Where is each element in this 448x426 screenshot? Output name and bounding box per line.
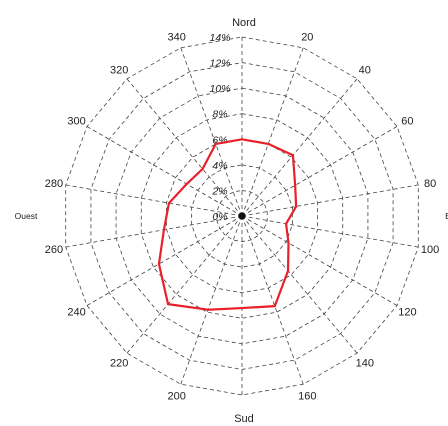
grid-ring-2 — [216, 190, 268, 242]
angle-label-220: 220 — [110, 357, 128, 369]
angle-label-120: 120 — [398, 307, 416, 319]
series-point-80 — [295, 205, 297, 208]
series-point-120 — [287, 242, 290, 244]
angle-label-260: 260 — [45, 244, 63, 256]
radial-label-0: 0% — [212, 211, 227, 223]
grid-spoke-160 — [241, 215, 304, 385]
angle-label-20: 20 — [301, 32, 313, 44]
grid-spoke-300 — [86, 126, 243, 217]
angle-label-100: 100 — [421, 244, 439, 256]
series-point-240 — [158, 263, 160, 265]
radial-label-2: 2% — [211, 185, 227, 197]
angle-label-160: 160 — [298, 390, 316, 402]
grid-spoke-80 — [241, 184, 419, 217]
grid-spokes — [65, 37, 419, 395]
grid-spoke-320 — [126, 78, 243, 217]
angle-labels: 20 40 60 80 100 120 140 160 200 220 240 260 280 300 32… — [45, 32, 440, 403]
series-point-200 — [207, 308, 209, 311]
series-point-180 — [241, 307, 243, 309]
grid-spoke-60 — [241, 126, 398, 217]
radial-label-10: 10% — [209, 83, 230, 95]
angle-label-140: 140 — [356, 357, 374, 369]
series-point-40 — [292, 154, 294, 157]
angle-label-80: 80 — [424, 178, 436, 190]
series-point-20 — [267, 143, 270, 145]
radial-labels: 0%2%4%6%8%10%12%14% — [209, 32, 230, 223]
angle-label-320: 320 — [110, 65, 128, 77]
series-point-100 — [285, 222, 287, 225]
angle-label-200: 200 — [167, 390, 185, 402]
series-point-160 — [273, 305, 276, 307]
angle-label-40: 40 — [359, 65, 371, 77]
grid-spoke-340 — [180, 47, 243, 217]
grid-spoke-40 — [241, 78, 358, 217]
grid-spoke-240 — [86, 215, 243, 306]
direction-label-sud: Sud — [234, 413, 254, 425]
grid-spoke-120 — [241, 215, 398, 306]
angle-label-280: 280 — [45, 178, 63, 190]
direction-label-ouest: Ouest — [15, 211, 38, 221]
grid-ring-8 — [140, 113, 344, 319]
radial-label-8: 8% — [212, 109, 227, 121]
series-point-320 — [201, 168, 204, 170]
angle-label-60: 60 — [401, 116, 413, 128]
series-point-280 — [168, 202, 170, 204]
grid-spoke-220 — [126, 215, 243, 354]
direction-labels: Nord E Sud Ouest — [15, 17, 448, 425]
series-point-340 — [214, 143, 217, 145]
grid-spoke-200 — [180, 215, 243, 385]
radial-label-14: 14% — [209, 32, 230, 44]
radial-label-12: 12% — [209, 58, 230, 70]
angle-label-240: 240 — [67, 307, 85, 319]
grid-spoke-260 — [65, 215, 243, 248]
series-point-60 — [294, 184, 296, 187]
series-point-220 — [167, 303, 169, 305]
series-group — [157, 138, 298, 311]
angle-label-300: 300 — [67, 116, 85, 128]
direction-label-e: E — [445, 211, 448, 221]
series-point-140 — [287, 270, 289, 272]
radial-label-4: 4% — [212, 160, 227, 172]
grid-ring-6 — [166, 138, 318, 294]
grid-spoke-20 — [241, 47, 304, 217]
direction-label-nord: Nord — [232, 17, 256, 29]
angle-label-340: 340 — [167, 32, 185, 44]
series-point-0 — [241, 138, 243, 141]
center-dot — [238, 212, 246, 220]
grid-spoke-280 — [65, 184, 243, 217]
grid-spoke-140 — [241, 215, 358, 354]
series-point-300 — [185, 183, 188, 185]
grid-ring-12 — [90, 62, 394, 370]
series-point-260 — [163, 228, 165, 231]
grid-spoke-100 — [241, 215, 419, 248]
